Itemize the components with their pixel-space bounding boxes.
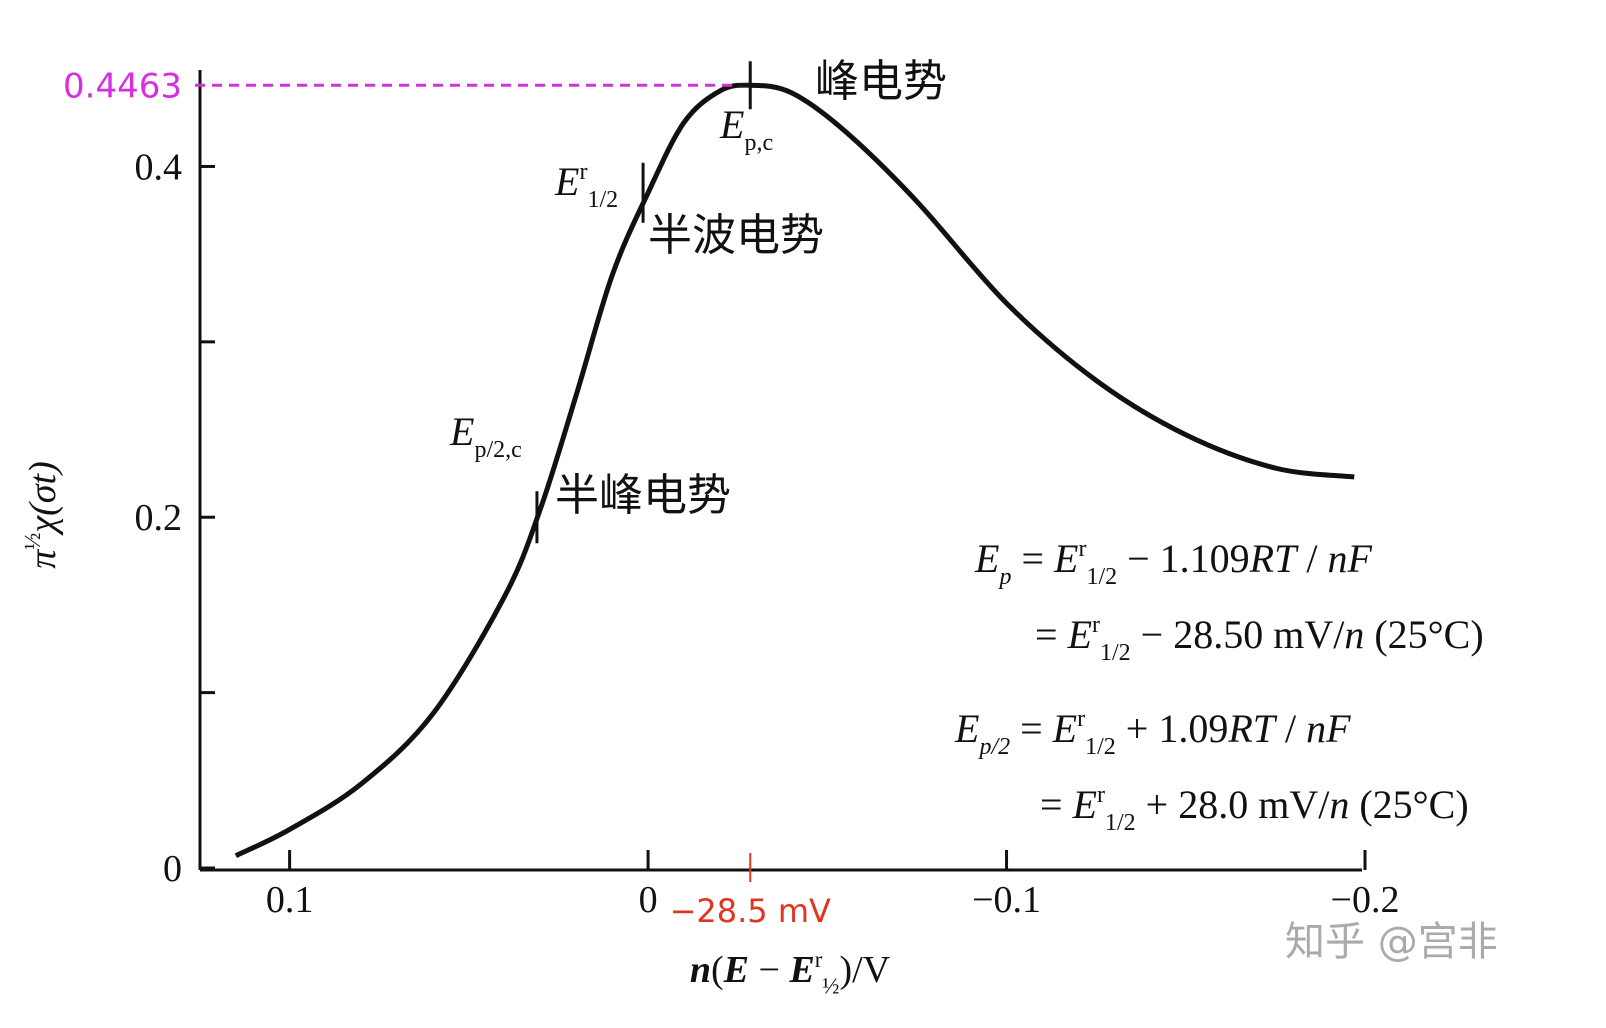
marker-symbol: Er1/2: [554, 159, 618, 213]
text-part: r: [579, 159, 587, 185]
y-tick-label: 0.2: [135, 497, 183, 539]
text-part: p/2,c: [474, 437, 521, 463]
text-part: − 28.50 mV/: [1131, 612, 1346, 657]
text-part: RT: [1249, 536, 1299, 581]
equation: = Er1/2 + 28.0 mV/n (25°C): [1040, 782, 1469, 836]
text-part: RT: [1227, 706, 1277, 751]
watermark: 知乎 @宫非: [1285, 919, 1498, 965]
text-part: /: [1275, 706, 1306, 751]
text-part: 1/2: [587, 187, 618, 213]
x-tick-label: −0.2: [1331, 879, 1400, 921]
text-part: E: [954, 706, 979, 751]
y-tick-label: 0.4: [135, 146, 183, 188]
text-part: =: [1040, 782, 1073, 827]
peak-x-label: −28.5 mV: [670, 892, 831, 930]
y-axis-label: π½χ(σt): [20, 461, 64, 568]
text-part: + 1.09: [1116, 706, 1229, 751]
text-part: r: [815, 947, 823, 972]
text-part: r: [1078, 536, 1086, 562]
x-axis-label: n(E − Er½)/V: [690, 947, 891, 999]
marker-symbol: Ep,c: [719, 102, 773, 156]
text-part: E: [1067, 612, 1092, 657]
text-part: E: [719, 102, 744, 147]
text-part: r: [1097, 782, 1105, 808]
text-part: E: [723, 949, 749, 991]
text-part: p/2: [977, 734, 1010, 760]
text-part: (25°C): [1364, 612, 1483, 657]
text-part: E: [554, 159, 579, 204]
marker-symbol: Ep/2,c: [449, 409, 522, 463]
text-part: ½: [822, 973, 839, 998]
text-part: 1/2: [1085, 734, 1116, 760]
text-part: nF: [1327, 536, 1372, 581]
y-tick-label: 0: [163, 848, 182, 890]
x-tick-label: 0.1: [266, 879, 314, 921]
text-part: (25°C): [1349, 782, 1468, 827]
text-part: n: [1329, 782, 1349, 827]
marker-note: 半波电势: [648, 211, 824, 260]
text-part: 1/2: [1105, 810, 1136, 836]
text-part: E: [449, 409, 474, 454]
text-part: p: [997, 564, 1011, 590]
text-part: =: [1011, 536, 1054, 581]
marker-note: 半峰电势: [555, 471, 731, 520]
equation: = Er1/2 − 28.50 mV/n (25°C): [1035, 612, 1484, 666]
text-part: E: [1052, 706, 1077, 751]
text-part: r: [1092, 612, 1100, 638]
marker-note: 峰电势: [815, 57, 947, 106]
text-part: =: [1010, 706, 1053, 751]
equation: Ep/2 = Er1/2 + 1.09RT / nF: [954, 706, 1351, 760]
curve: [234, 82, 1355, 858]
text-part: p,c: [744, 130, 773, 156]
text-part: )/V: [840, 949, 891, 991]
text-part: ½: [20, 533, 45, 550]
text-part: −: [749, 949, 789, 991]
text-part: π: [22, 549, 64, 569]
text-part: n: [1344, 612, 1364, 657]
text-part: 1/2: [1100, 640, 1131, 666]
text-part: + 28.0 mV/: [1136, 782, 1331, 827]
text-part: nF: [1306, 706, 1351, 751]
text-part: − 1.109: [1117, 536, 1250, 581]
text-part: /: [1296, 536, 1327, 581]
text-part: =: [1035, 612, 1068, 657]
text-part: E: [974, 536, 999, 581]
text-part: r: [1077, 706, 1085, 732]
peak-value-label: 0.4463: [63, 66, 182, 106]
text-part: E: [788, 949, 814, 991]
x-tick-label: −0.1: [972, 879, 1041, 921]
equation: Ep = Er1/2 − 1.109RT / nF: [974, 536, 1372, 590]
x-tick-label: 0: [639, 879, 658, 921]
text-part: E: [1072, 782, 1097, 827]
text-part: 1/2: [1086, 564, 1117, 590]
text-part: (: [711, 949, 724, 991]
text-part: n: [690, 949, 711, 991]
text-part: χ(σt): [22, 461, 64, 536]
text-part: E: [1053, 536, 1078, 581]
